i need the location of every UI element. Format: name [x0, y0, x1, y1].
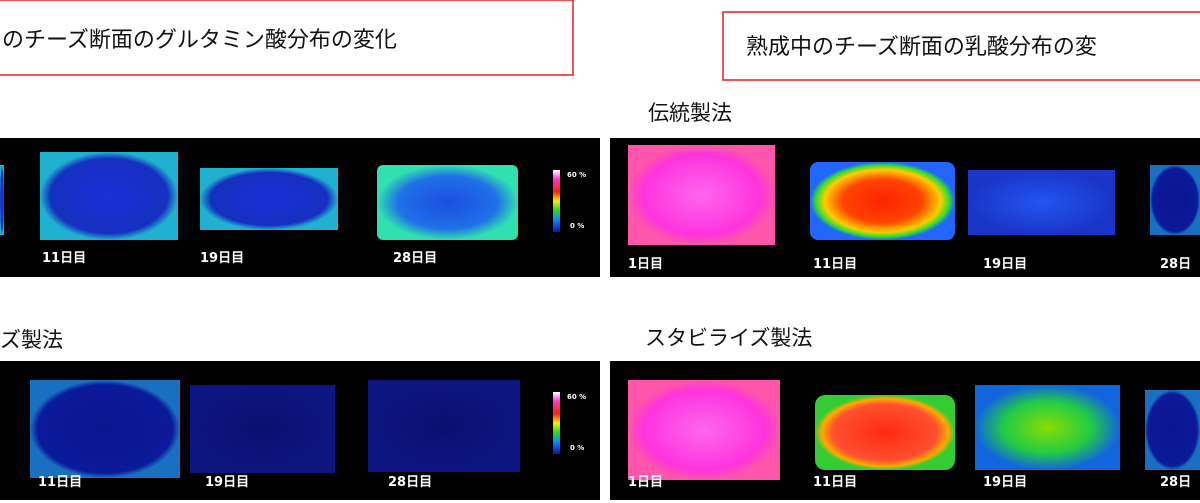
day-label: 11日目	[42, 251, 86, 266]
day-label: 19日目	[983, 257, 1027, 272]
day-label: 28日目	[388, 475, 432, 490]
sample	[628, 380, 780, 480]
scale-label: 0 %	[570, 444, 584, 452]
sample	[1145, 390, 1200, 470]
day-label: 28日	[1160, 257, 1191, 272]
image-panel: 1日目 11日目 19日目 28日	[610, 361, 1200, 500]
day-label: 19日目	[200, 251, 244, 266]
scale-label: 0 %	[570, 222, 584, 230]
sample	[815, 395, 955, 470]
day-label: 1日目	[628, 475, 663, 490]
scale-label: 60 %	[567, 171, 586, 179]
sample	[810, 162, 955, 240]
day-label: 11日目	[813, 475, 857, 490]
sample	[200, 168, 338, 230]
scale-label: 60 %	[567, 393, 586, 401]
day-label: 19日目	[983, 475, 1027, 490]
color-scale	[553, 170, 560, 232]
day-label: 11日目	[813, 257, 857, 272]
heading: ズ製法	[0, 328, 63, 352]
image-panel: 60 % 0 % 11日目 19日目 28日目	[0, 361, 600, 500]
title-box	[0, 0, 574, 76]
image-panel: 60 % 0 % 11日目 19日目 28日目	[0, 138, 600, 277]
sample	[1150, 165, 1200, 235]
sample	[0, 165, 4, 235]
title: のチーズ断面のグルタミン酸分布の変化	[2, 28, 397, 53]
color-scale	[553, 392, 560, 454]
title-box	[722, 11, 1200, 81]
day-label: 1日目	[628, 257, 663, 272]
sample	[975, 385, 1120, 470]
sample	[30, 380, 180, 478]
day-label: 11日目	[38, 475, 82, 490]
day-label: 28日目	[393, 251, 437, 266]
heading: スタビライズ製法	[645, 326, 812, 350]
sample	[377, 165, 518, 240]
day-label: 28日	[1160, 475, 1191, 490]
image-panel: 1日目 11日目 19日目 28日	[610, 138, 1200, 277]
title: 熟成中のチーズ断面の乳酸分布の変	[746, 35, 1097, 60]
sample	[40, 152, 178, 240]
sample	[190, 385, 335, 473]
sample	[368, 380, 520, 472]
heading: 伝統製法	[648, 101, 732, 125]
day-label: 19日目	[205, 475, 249, 490]
sample	[968, 170, 1115, 235]
sample	[628, 145, 775, 245]
